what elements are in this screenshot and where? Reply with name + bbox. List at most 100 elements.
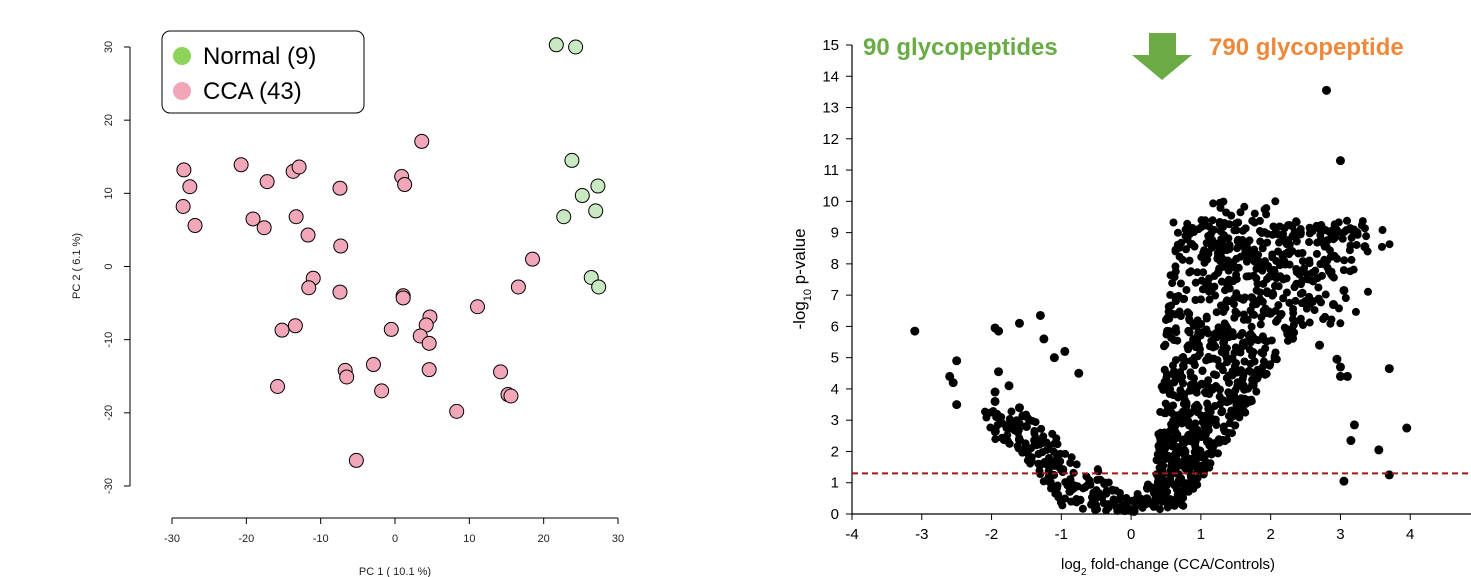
volcano-point <box>1313 238 1322 247</box>
y-label-rest: p-value <box>790 228 809 288</box>
volcano-point <box>1141 499 1150 508</box>
volcano-point <box>1222 374 1231 383</box>
volcano-point <box>1335 371 1345 381</box>
pca-point-cca <box>187 218 203 234</box>
legend-entry: CCA (43) <box>203 78 302 105</box>
volcano-point <box>1169 370 1178 379</box>
y-label-base: -log <box>790 301 809 329</box>
volcano-point <box>1290 328 1299 337</box>
volcano-point <box>1182 245 1191 254</box>
volcano-point <box>1171 422 1180 431</box>
volcano-point <box>1132 494 1141 503</box>
volcano-point <box>1262 337 1271 346</box>
volcano-point <box>1213 449 1222 458</box>
volcano-point <box>1263 275 1272 284</box>
pca-x-tick-label: 10 <box>463 533 475 545</box>
pca-point-cca <box>470 299 486 315</box>
volcano-y-tick-label: 4 <box>831 381 839 398</box>
volcano-point <box>1104 500 1113 509</box>
volcano-point <box>1320 242 1329 251</box>
volcano-point <box>1299 321 1308 330</box>
volcano-point <box>1171 247 1180 256</box>
volcano-point <box>1041 459 1050 468</box>
legend-entry: Normal (9) <box>203 43 316 70</box>
volcano-point <box>910 326 920 336</box>
volcano-point <box>1173 336 1182 345</box>
volcano-point <box>1201 411 1210 420</box>
volcano-point <box>1345 246 1354 255</box>
volcano-point <box>1335 156 1345 166</box>
volcano-point <box>1305 238 1314 247</box>
volcano-point <box>1205 437 1214 446</box>
volcano-point <box>1209 225 1218 234</box>
volcano-point <box>1328 300 1338 310</box>
volcano-point <box>1156 407 1165 416</box>
volcano-point <box>1184 341 1193 350</box>
volcano-point <box>1072 460 1081 469</box>
volcano-point <box>1315 340 1325 350</box>
volcano-point <box>1212 308 1221 317</box>
volcano-point <box>1175 461 1184 470</box>
volcano-point <box>1196 295 1205 304</box>
volcano-point <box>1298 266 1307 275</box>
volcano-point <box>1213 252 1222 261</box>
volcano-point <box>1170 273 1179 282</box>
volcano-x-tick-label: -3 <box>915 526 928 543</box>
pca-point-cca <box>332 284 348 300</box>
volcano-y-tick-label: 3 <box>831 412 839 429</box>
volcano-x-tick-label: 1 <box>1197 526 1205 543</box>
volcano-point <box>1202 325 1211 334</box>
pca-x-tick-label: -10 <box>313 533 329 545</box>
pca-point-normal <box>590 178 606 194</box>
volcano-point <box>1217 362 1226 371</box>
volcano-point <box>1271 197 1280 206</box>
volcano-point <box>1185 328 1194 337</box>
pca-point-cca <box>274 322 290 338</box>
volcano-point <box>1342 226 1351 235</box>
volcano-point <box>1378 226 1387 235</box>
volcano-point <box>1186 267 1195 276</box>
pca-point-normal <box>568 39 584 55</box>
volcano-point <box>1292 265 1301 274</box>
volcano-point <box>994 326 1004 336</box>
volcano-y-tick-label: 0 <box>831 506 839 523</box>
volcano-point <box>1259 357 1268 366</box>
volcano-point <box>1132 501 1141 510</box>
pca-point-cca <box>525 251 541 267</box>
volcano-point <box>1239 341 1248 350</box>
volcano-point <box>1159 461 1168 470</box>
volcano-point <box>1039 432 1048 441</box>
pca-point-cca <box>421 335 437 351</box>
volcano-point <box>1363 287 1372 296</box>
volcano-point <box>1122 494 1131 503</box>
volcano-point <box>952 356 962 366</box>
pca-point-normal <box>564 152 580 168</box>
volcano-point <box>1014 425 1023 434</box>
volcano-point <box>1022 410 1031 419</box>
pca-point-cca <box>397 177 413 193</box>
volcano-point <box>1060 346 1070 356</box>
volcano-point <box>1198 285 1207 294</box>
volcano-point <box>1238 235 1247 244</box>
volcano-point <box>991 435 1000 444</box>
volcano-point <box>1184 487 1193 496</box>
volcano-point <box>1053 483 1062 492</box>
volcano-point <box>1384 364 1394 374</box>
volcano-y-tick-label: 5 <box>831 350 839 367</box>
volcano-point <box>1231 386 1240 395</box>
volcano-point <box>1053 458 1062 467</box>
volcano-point <box>1227 211 1236 220</box>
volcano-point <box>1215 198 1224 207</box>
x-label-subscript: 2 <box>1081 567 1087 577</box>
up-regulated-count-label: 790 glycopeptide <box>1209 34 1404 61</box>
volcano-point <box>1221 234 1230 243</box>
volcano-point <box>1274 247 1283 256</box>
volcano-point <box>1321 85 1331 95</box>
volcano-point <box>1266 360 1275 369</box>
volcano-point <box>1250 357 1259 366</box>
volcano-point <box>1201 430 1210 439</box>
volcano-point <box>1174 393 1183 402</box>
volcano-point <box>1185 316 1194 325</box>
volcano-point <box>1158 449 1167 458</box>
volcano-point <box>1211 342 1220 351</box>
